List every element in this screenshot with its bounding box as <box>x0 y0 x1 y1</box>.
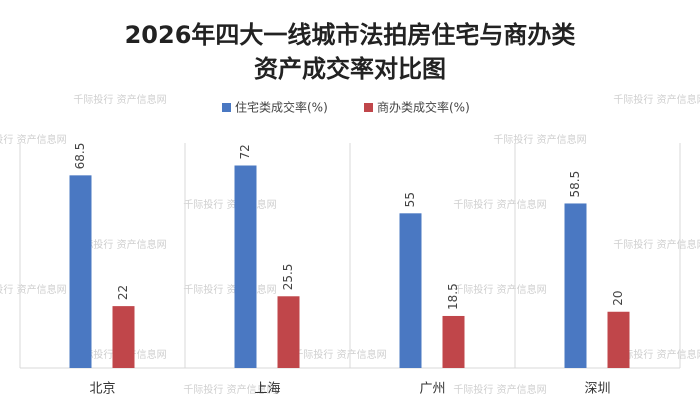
watermark: 千际投行 资产信息网 <box>73 93 166 106</box>
chart-title: 资产成交率对比图 <box>254 55 446 83</box>
value-label: 58.5 <box>568 171 582 198</box>
watermark: 千际投行 资产信息网 <box>453 283 546 296</box>
legend-label: 商办类成交率(%) <box>377 100 470 115</box>
value-label: 25.5 <box>281 264 295 291</box>
x-tick-label: 北京 <box>89 382 115 397</box>
watermark: 千际投行 资产信息网 <box>613 238 700 251</box>
watermark: 千际投行 资产信息网 <box>183 198 276 211</box>
value-label: 68.5 <box>73 143 87 170</box>
bar <box>607 311 630 368</box>
bar <box>564 203 587 368</box>
value-label: 20 <box>611 290 625 305</box>
watermark: 千际投行 资产信息网 <box>613 93 700 106</box>
legend-label: 住宅类成交率(%) <box>235 100 328 115</box>
x-tick-label: 广州 <box>419 382 445 397</box>
legend-swatch <box>222 103 231 112</box>
x-tick-label: 深圳 <box>584 382 610 397</box>
chart-title: 2026年四大一线城市法拍房住宅与商办类 <box>125 21 577 49</box>
watermark: 千际投行 资产信息网 <box>73 238 166 251</box>
bar <box>399 213 422 368</box>
value-label: 22 <box>116 285 130 300</box>
watermark: 千际投行 资产信息网 <box>453 198 546 211</box>
bar <box>112 306 135 368</box>
bar <box>442 315 465 368</box>
bar <box>234 165 257 368</box>
watermark: 千际投行 资产信息网 <box>183 283 276 296</box>
value-label: 72 <box>238 144 252 159</box>
value-label: 55 <box>403 192 417 207</box>
bar <box>69 175 92 368</box>
watermark: 千际投行 资产信息网 <box>613 348 700 361</box>
bar <box>277 296 300 368</box>
watermark: 千际投行 资产信息网 <box>0 133 67 146</box>
legend-swatch <box>364 103 373 112</box>
watermark: 千际投行 资产信息网 <box>0 283 67 296</box>
watermark: 千际投行 资产信息网 <box>453 383 546 396</box>
value-label: 18.5 <box>446 283 460 310</box>
x-tick-label: 上海 <box>254 382 280 397</box>
watermark: 千际投行 资产信息网 <box>493 133 586 146</box>
watermark: 千际投行 资产信息网 <box>293 348 386 361</box>
watermark: 千际投行 资产信息网 <box>183 383 276 396</box>
